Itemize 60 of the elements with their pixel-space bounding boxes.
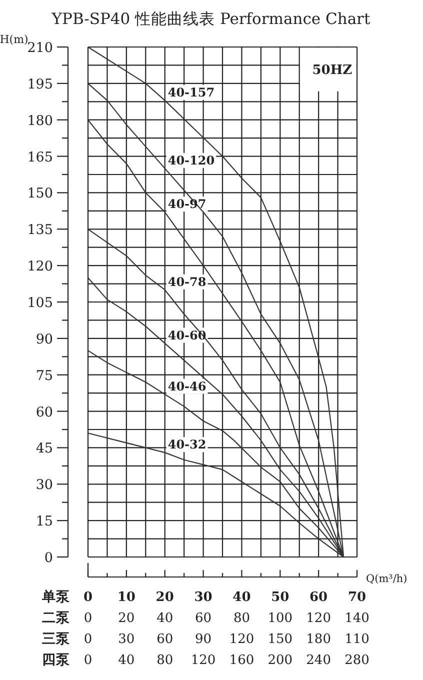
y-tick-label: 45 — [36, 440, 53, 457]
text: 四泵 — [42, 652, 71, 668]
series-label: 40-157 — [168, 85, 215, 100]
text: 240 — [306, 653, 331, 668]
x-tick-label: 70 — [348, 590, 366, 605]
y-tick-label: 0 — [44, 550, 53, 566]
y-tick-label: 180 — [27, 112, 53, 129]
annotation: 50HZ — [312, 62, 353, 78]
x-tick-label: 50 — [271, 590, 290, 605]
text: 80 — [156, 653, 174, 668]
y-tick-label: 120 — [27, 258, 53, 275]
series-label: 40-120 — [168, 153, 215, 168]
x-tick-label: 30 — [194, 590, 212, 605]
y-tick-label: 90 — [36, 331, 53, 348]
text: 单泵 — [41, 589, 71, 605]
x2-tick-label: 20 — [118, 611, 135, 626]
text: 120 — [229, 632, 254, 647]
chart-title: YPB-SP40 性能曲线表 Performance Chart — [50, 10, 371, 28]
text: 三泵 — [42, 631, 71, 647]
x2-tick-label: 140 — [344, 611, 370, 626]
text: 0 — [84, 653, 92, 668]
text: 180 — [306, 632, 331, 647]
x-tick-label: 20 — [156, 590, 174, 605]
text: 0 — [84, 632, 92, 647]
text: 90 — [195, 632, 212, 647]
text: 280 — [344, 653, 370, 668]
text: 40 — [118, 653, 135, 668]
y-tick-label: 30 — [36, 477, 53, 494]
x-tick-label: 40 — [232, 590, 251, 605]
x-axis-title: Q(m³/h) — [366, 573, 408, 585]
y-tick-label: 135 — [27, 222, 53, 238]
text: 200 — [268, 653, 293, 668]
text: 120 — [190, 653, 216, 668]
x2-tick-label: 60 — [195, 611, 212, 626]
x2-tick-label: 80 — [233, 611, 250, 626]
text: 30 — [118, 632, 135, 647]
series-label: 40-78 — [168, 274, 206, 289]
x2-tick-label: 0 — [84, 611, 92, 626]
x-tick-label: 60 — [310, 590, 328, 605]
series-label: 40-32 — [168, 438, 206, 452]
series-label: 40-46 — [168, 379, 206, 394]
y-tick-label: 165 — [27, 149, 53, 166]
text: 150 — [268, 632, 293, 647]
x-tick-label: 0 — [83, 590, 93, 605]
y-tick-label: 60 — [36, 404, 53, 420]
text: 60 — [156, 632, 174, 647]
text: 二泵 — [42, 610, 71, 626]
y-axis-title: H(m) — [0, 33, 28, 46]
x-tick-label: 10 — [117, 590, 136, 605]
y-tick-label: 210 — [27, 40, 53, 56]
y-tick-label: 15 — [36, 514, 53, 530]
x2-tick-label: 120 — [306, 611, 331, 626]
y-tick-label: 75 — [36, 368, 53, 384]
y-tick-label: 150 — [27, 186, 53, 202]
x2-tick-label: 40 — [156, 611, 174, 626]
y-tick-label: 195 — [27, 76, 53, 92]
x2-tick-label: 100 — [268, 611, 293, 626]
y-tick-label: 105 — [27, 295, 53, 311]
text: 160 — [229, 653, 254, 668]
text: 110 — [344, 632, 370, 647]
